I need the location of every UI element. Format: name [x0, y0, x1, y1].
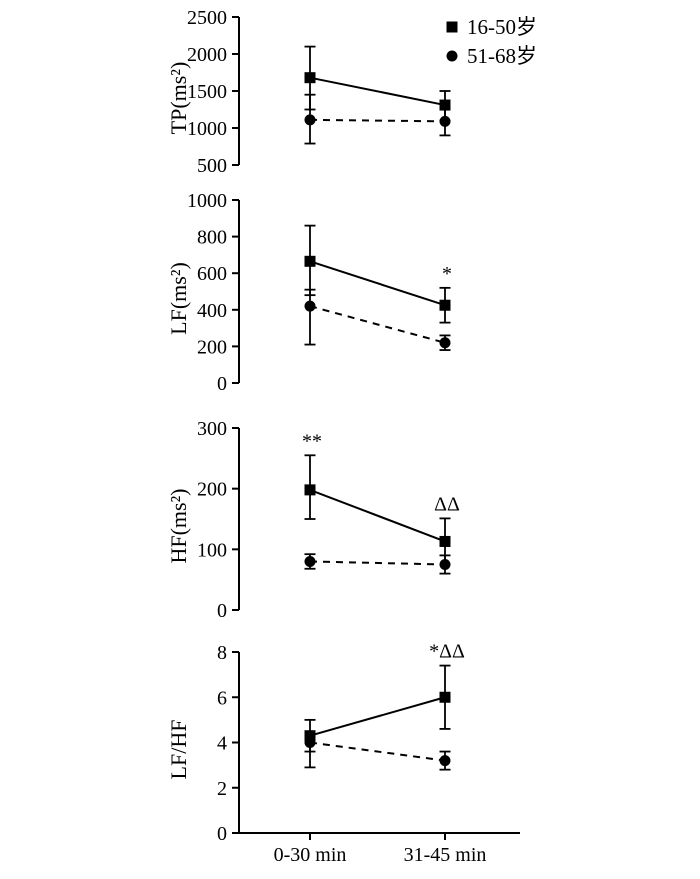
y-tick-label: 0 [217, 823, 227, 845]
y-tick-label: 200 [197, 479, 227, 501]
x-tick-label: 31-45 min [404, 844, 487, 866]
series-line-dashed [309, 741, 446, 762]
y-tick-label: 500 [197, 155, 227, 177]
series-line-solid [309, 260, 446, 307]
data-point-square [439, 299, 451, 311]
data-point-circle [304, 555, 316, 567]
data-point-circle [439, 115, 451, 127]
y-axis-title: LF(ms²) [166, 262, 191, 335]
y-tick-label: 1000 [187, 118, 227, 140]
y-tick-label: 1000 [187, 190, 227, 212]
y-tick-label: 2 [217, 778, 227, 800]
y-tick-label: 4 [217, 733, 227, 755]
legend-square-swatch [446, 21, 458, 33]
data-point-square [439, 535, 451, 547]
significance-annotation: ΔΔ [434, 493, 460, 515]
y-tick-label: 0 [217, 600, 227, 622]
significance-annotation: ** [302, 430, 322, 452]
series-line-dashed [309, 560, 446, 566]
data-point-square [439, 691, 451, 703]
series-line-dashed [309, 305, 446, 344]
legend-circle-swatch [446, 50, 458, 62]
significance-annotation: * [442, 263, 452, 285]
significance-annotation: *ΔΔ [429, 641, 465, 663]
data-point-square [304, 72, 316, 84]
data-point-circle [439, 559, 451, 570]
y-tick-label: 300 [197, 418, 227, 440]
series-line-solid [309, 76, 446, 107]
data-point-square [304, 484, 316, 496]
y-axis-title: TP(ms²) [166, 62, 191, 135]
y-tick-label: 100 [197, 539, 227, 561]
data-point-circle [304, 300, 316, 312]
y-axis-title: LF/HF [166, 720, 191, 780]
y-tick-label: 800 [197, 227, 227, 249]
y-axis-title: HF(ms²) [166, 488, 191, 563]
legend-label: 51-68岁 [467, 44, 537, 68]
data-point-circle [439, 337, 451, 349]
y-tick-label: 400 [197, 300, 227, 322]
y-tick-label: 8 [217, 642, 227, 664]
data-point-square [304, 255, 316, 267]
data-point-circle [439, 755, 451, 767]
x-tick-label: 0-30 min [274, 844, 347, 866]
legend-label: 16-50岁 [467, 15, 537, 39]
y-tick-label: 2000 [187, 44, 227, 66]
data-point-circle [304, 737, 316, 748]
y-tick-label: 6 [217, 687, 227, 709]
data-point-circle [304, 114, 316, 126]
y-tick-label: 600 [197, 263, 227, 285]
y-tick-label: 200 [197, 336, 227, 358]
series-line-solid [309, 696, 446, 737]
y-tick-label: 1500 [187, 81, 227, 103]
y-tick-label: 0 [217, 373, 227, 395]
series-line-solid [309, 488, 446, 543]
series-line-dashed [309, 118, 446, 123]
y-tick-label: 2500 [187, 7, 227, 29]
